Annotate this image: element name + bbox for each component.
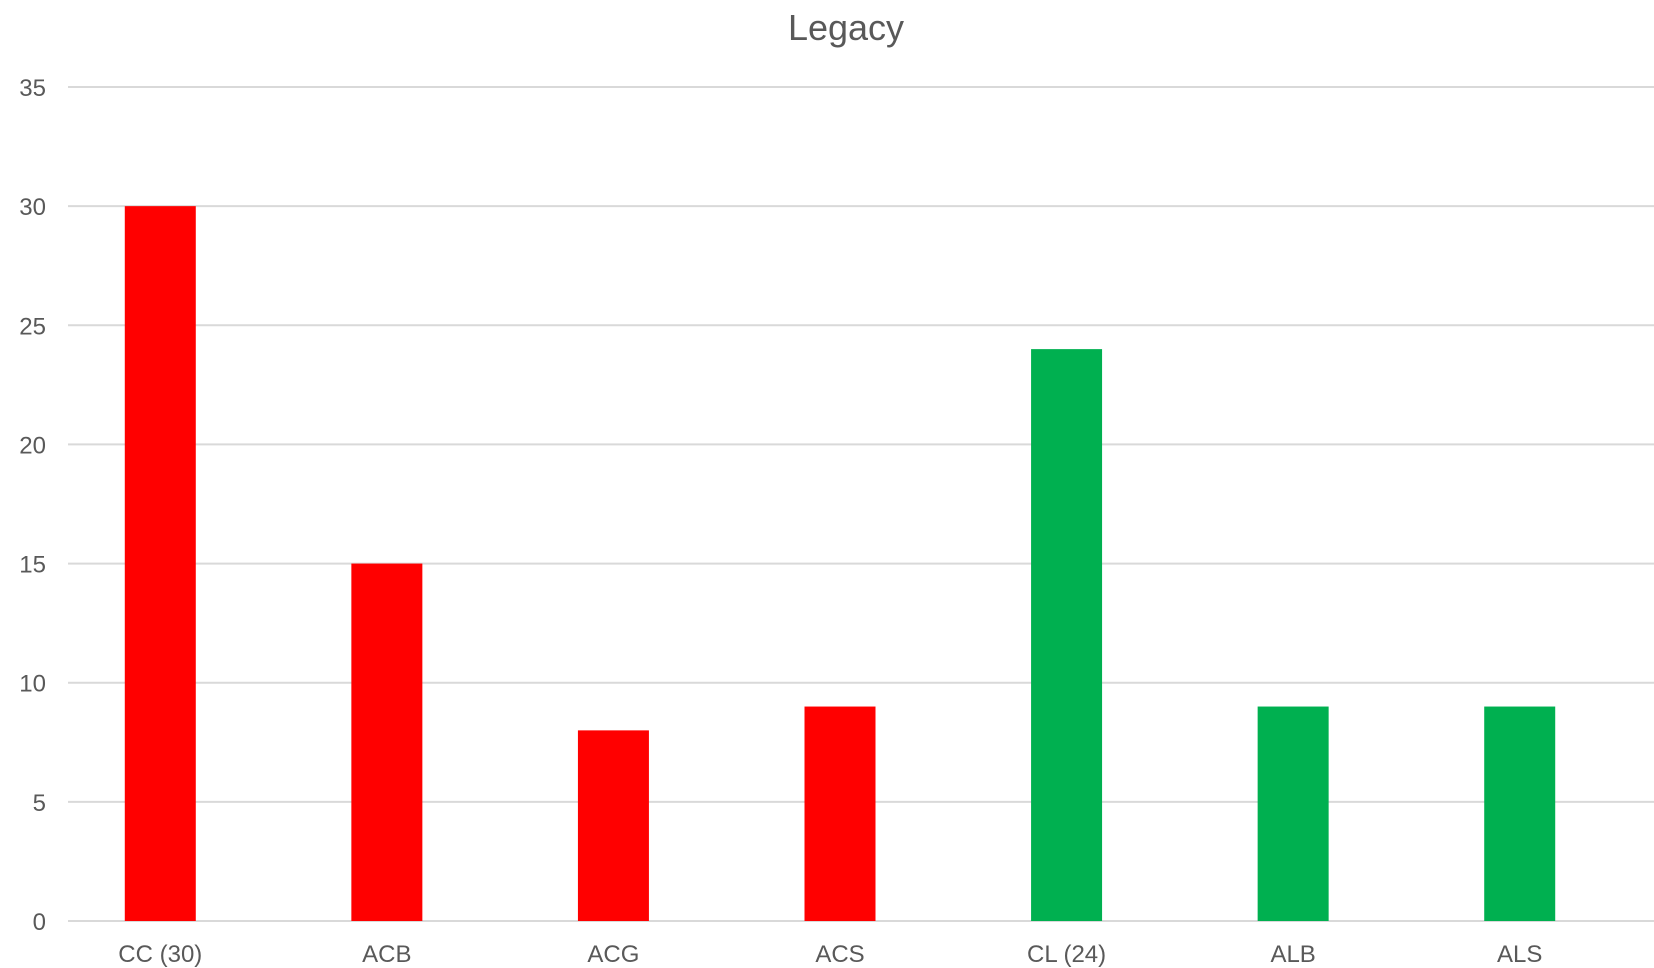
bar-cl-24 bbox=[1031, 349, 1103, 922]
bars bbox=[124, 206, 1556, 922]
y-tick-label: 25 bbox=[19, 313, 46, 340]
bar-alb bbox=[1257, 706, 1329, 921]
y-tick-label: 20 bbox=[19, 432, 46, 459]
x-tick-label: ALS bbox=[1497, 941, 1542, 968]
x-tick-label: CL (24) bbox=[1027, 941, 1106, 968]
y-tick-label: 30 bbox=[19, 194, 46, 221]
bar-acg bbox=[577, 730, 649, 921]
y-tick-label: 0 bbox=[33, 909, 46, 936]
bar-acs bbox=[804, 706, 876, 921]
bar-cc-30 bbox=[124, 206, 196, 922]
x-tick-label: ACG bbox=[587, 941, 639, 968]
x-tick-label: CC (30) bbox=[118, 941, 202, 968]
x-tick-label: ALB bbox=[1270, 941, 1315, 968]
x-tick-label: ACB bbox=[362, 941, 411, 968]
y-tick-label: 35 bbox=[19, 75, 46, 102]
bar-acb bbox=[351, 563, 423, 921]
y-tick-label: 15 bbox=[19, 552, 46, 579]
y-axis-tick-labels: 0 5 10 15 20 25 30 35 bbox=[19, 75, 46, 936]
x-axis-tick-labels: CC (30) ACB ACG ACS CL (24) ALB ALS bbox=[118, 941, 1542, 968]
y-tick-label: 10 bbox=[19, 671, 46, 698]
gridlines bbox=[68, 86, 1654, 922]
chart-title: Legacy bbox=[788, 7, 904, 48]
bar-als bbox=[1484, 706, 1556, 921]
x-tick-label: ACS bbox=[815, 941, 864, 968]
y-tick-label: 5 bbox=[33, 790, 46, 817]
